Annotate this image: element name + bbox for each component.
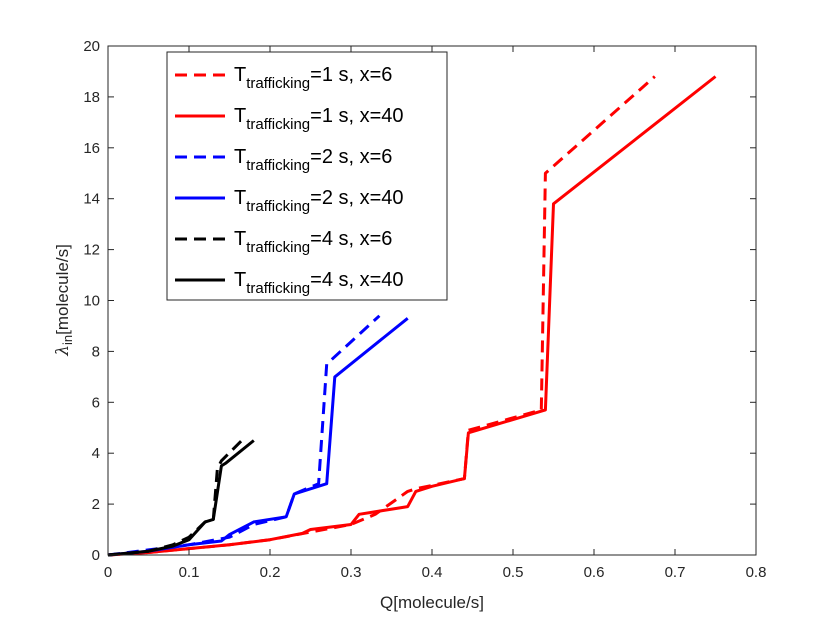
y-tick-label: 2 bbox=[92, 496, 100, 513]
y-tick-label: 16 bbox=[83, 140, 100, 157]
tick-layer: 0 0.1 0.2 0.3 0.4 0.5 0.6 0.7 0.8 0 2 4 6 8 10 12 14 16 18… bbox=[83, 38, 766, 581]
legend-label-rest: =2 s, x=40 bbox=[310, 187, 403, 209]
y-axis-title-rest: [molecule/s] bbox=[53, 244, 72, 335]
series-line-6 bbox=[107, 439, 255, 557]
x-tick-label: 0.8 bbox=[746, 564, 767, 581]
y-axis-title-main: λ bbox=[53, 345, 73, 357]
y-tick-label: 6 bbox=[92, 394, 100, 411]
legend-label-main: T bbox=[234, 146, 246, 168]
legend-label-sub: trafficking bbox=[246, 198, 310, 215]
series-line-1 bbox=[107, 75, 656, 557]
legend-label-6: Ttrafficking=4 s, x=40 bbox=[234, 269, 404, 297]
legend-label-main: T bbox=[234, 64, 246, 86]
legend-label-3: Ttrafficking=2 s, x=6 bbox=[234, 146, 392, 174]
series-line-2 bbox=[107, 75, 717, 557]
x-tick-label: 0.2 bbox=[260, 564, 281, 581]
y-axis-title: λin[molecule/s] bbox=[53, 244, 75, 357]
legend-label-rest: =1 s, x=40 bbox=[310, 105, 403, 127]
y-tick-label: 4 bbox=[92, 445, 100, 462]
y-tick-label: 14 bbox=[83, 191, 100, 208]
y-axis-title-sub: in bbox=[60, 335, 75, 345]
y-tick-label: 10 bbox=[83, 293, 100, 310]
x-axis-title: Q[molecule/s] bbox=[380, 593, 484, 612]
legend-label-rest: =4 s, x=6 bbox=[310, 228, 392, 250]
legend-label-5: Ttrafficking=4 s, x=6 bbox=[234, 228, 392, 256]
x-tick-label: 0.7 bbox=[665, 564, 686, 581]
x-tick-label: 0.6 bbox=[584, 564, 605, 581]
legend-label-rest: =2 s, x=6 bbox=[310, 146, 392, 168]
y-tick-label: 0 bbox=[92, 547, 100, 564]
y-tick-label: 8 bbox=[92, 343, 100, 360]
x-tick-label: 0.3 bbox=[341, 564, 362, 581]
x-tick-label: 0.4 bbox=[422, 564, 443, 581]
series-line-4 bbox=[107, 317, 409, 557]
legend-label-1: Ttrafficking=1 s, x=6 bbox=[234, 64, 392, 92]
legend-label-main: T bbox=[234, 105, 246, 127]
legend-label-rest: =4 s, x=40 bbox=[310, 269, 403, 291]
y-tick-label: 18 bbox=[83, 89, 100, 106]
series-layer bbox=[107, 75, 717, 557]
legend-box bbox=[166, 51, 448, 301]
legend-label-sub: trafficking bbox=[246, 116, 310, 133]
x-tick-label: 0.1 bbox=[179, 564, 200, 581]
legend-label-sub: trafficking bbox=[246, 280, 310, 297]
legend-label-sub: trafficking bbox=[246, 75, 310, 92]
legend-label-sub: trafficking bbox=[246, 157, 310, 174]
y-tick-label: 12 bbox=[83, 242, 100, 259]
legend-label-main: T bbox=[234, 269, 246, 291]
legend-label-4: Ttrafficking=2 s, x=40 bbox=[234, 187, 404, 215]
legend-label-2: Ttrafficking=1 s, x=40 bbox=[234, 105, 404, 133]
legend-label-rest: =1 s, x=6 bbox=[310, 64, 392, 86]
legend-label-main: T bbox=[234, 228, 246, 250]
y-tick-label: 20 bbox=[83, 38, 100, 55]
x-tick-label: 0 bbox=[104, 564, 112, 581]
x-tick-label: 0.5 bbox=[503, 564, 524, 581]
legend-label-main: T bbox=[234, 187, 246, 209]
legend-label-sub: trafficking bbox=[246, 239, 310, 256]
